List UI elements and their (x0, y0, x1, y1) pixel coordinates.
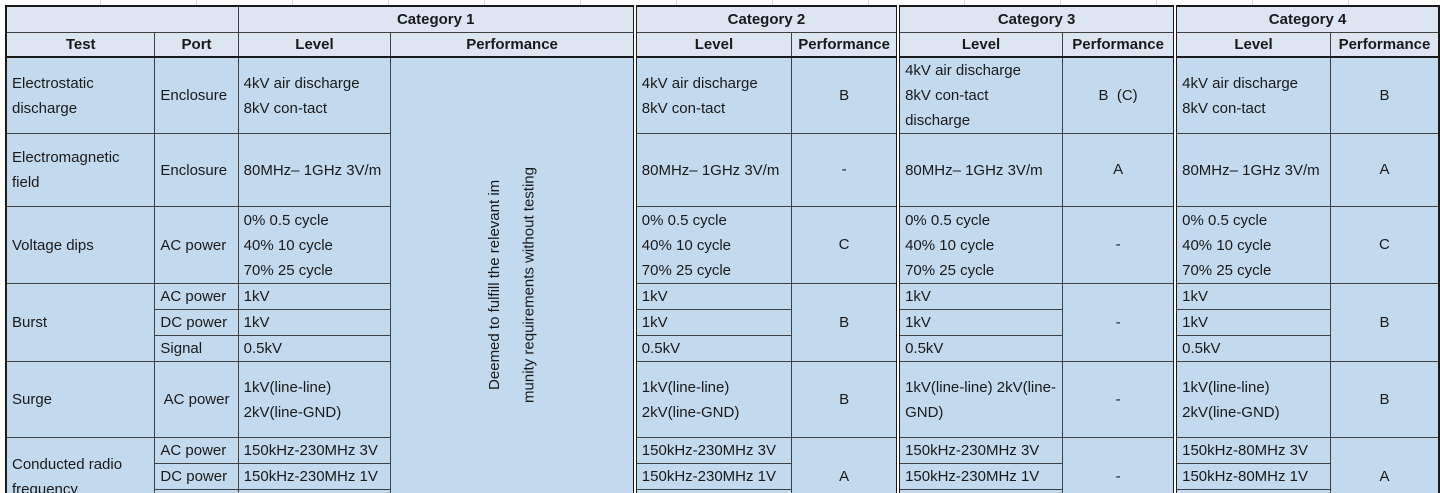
corner-cell (6, 6, 238, 32)
cell-conductedrf-dc-level-cat3: 150kHz-230MHz 1V (898, 464, 1062, 490)
cell-esd-level-cat3: 4kV air discharge 8kV con-tact discharge (898, 57, 1062, 134)
cell-esd-perf-cat4: B (1330, 57, 1439, 134)
cell-conductedrf-dc-level-cat4: 150kHz-80MHz 1V (1175, 464, 1330, 490)
cell-esd-level-cat1: 4kV air discharge 8kV con-tact (238, 57, 391, 134)
cell-conductedrf-ac-level-cat3: 150kHz-230MHz 3V (898, 438, 1062, 464)
cell-conductedrf-perf-cat2: A (792, 438, 898, 493)
cat4-level-header: Level (1175, 32, 1330, 57)
cell-esd-test: Electrostatic discharge (6, 57, 155, 134)
cell-voltagedips-level-cat2: 0% 0.5 cycle 40% 10 cycle 70% 25 cycle (635, 207, 792, 284)
cell-emfield-port: Enclosure (155, 134, 238, 207)
cell-conductedrf-signal-level-cat2: 150kHz-230MHz 1V (635, 490, 792, 493)
cell-burst-dc-port: DC power (155, 310, 238, 336)
cell-surge-level-cat3: 1kV(line-line) 2kV(line-GND) (898, 362, 1062, 438)
cell-emfield-perf-cat3: A (1063, 134, 1176, 207)
cell-conductedrf-dc-level-cat1: 150kHz-230MHz 1V (238, 464, 391, 490)
cell-burst-ac-level-cat2: 1kV (635, 284, 792, 310)
cell-emfield-level-cat4: 80MHz– 1GHz 3V/m (1175, 134, 1330, 207)
cell-emfield-level-cat2: 80MHz– 1GHz 3V/m (635, 134, 792, 207)
cell-conductedrf-dc-level-cat2: 150kHz-230MHz 1V (635, 464, 792, 490)
cell-voltagedips-perf-cat2: C (792, 207, 898, 284)
cell-burst-perf-cat3: - (1063, 284, 1176, 362)
cell-surge-port: AC power (155, 362, 238, 438)
cell-voltagedips-perf-cat3: - (1063, 207, 1176, 284)
cell-surge-level-cat1: 1kV(line-line) 2kV(line-GND) (238, 362, 391, 438)
category-2-header: Category 2 (635, 6, 898, 32)
cell-burst-dc-level-cat3: 1kV (898, 310, 1062, 336)
cell-emfield-level-cat3: 80MHz– 1GHz 3V/m (898, 134, 1062, 207)
cell-voltagedips-level-cat4: 0% 0.5 cycle 40% 10 cycle 70% 25 cycle (1175, 207, 1330, 284)
cell-conductedrf-ac-level-cat1: 150kHz-230MHz 3V (238, 438, 391, 464)
cell-burst-perf-cat2: B (792, 284, 898, 362)
cell-burst-ac-level-cat1: 1kV (238, 284, 391, 310)
cell-surge-level-cat4: 1kV(line-line) 2kV(line-GND) (1175, 362, 1330, 438)
cell-conductedrf-signal-port: Signal (155, 490, 238, 493)
cell-surge-test: Surge (6, 362, 155, 438)
cat4-performance-header: Performance (1330, 32, 1439, 57)
cell-conductedrf-perf-cat3: - (1063, 438, 1176, 493)
cat3-performance-header: Performance (1063, 32, 1176, 57)
cell-burst-dc-level-cat2: 1kV (635, 310, 792, 336)
cell-burst-signal-level-cat3: 0.5kV (898, 336, 1062, 362)
cell-emfield-perf-cat4: A (1330, 134, 1439, 207)
cell-burst-signal-level-cat2: 0.5kV (635, 336, 792, 362)
cell-conductedrf-perf-cat4: A (1330, 438, 1439, 493)
cell-emfield-test: Electromagnetic field (6, 134, 155, 207)
cell-esd-level-cat2: 4kV air discharge 8kV con-tact (635, 57, 792, 134)
cell-voltagedips-level-cat3: 0% 0.5 cycle 40% 10 cycle 70% 25 cycle (898, 207, 1062, 284)
cat2-performance-header: Performance (792, 32, 898, 57)
test-column-header: Test (6, 32, 155, 57)
cell-surge-perf-cat4: B (1330, 362, 1439, 438)
cell-voltagedips-perf-cat4: C (1330, 207, 1439, 284)
category-4-header: Category 4 (1175, 6, 1439, 32)
cell-burst-ac-level-cat4: 1kV (1175, 284, 1330, 310)
cat2-level-header: Level (635, 32, 792, 57)
cell-esd-perf-cat3: B (C) (1063, 57, 1176, 134)
cell-emfield-level-cat1: 80MHz– 1GHz 3V/m (238, 134, 391, 207)
cell-surge-perf-cat3: - (1063, 362, 1176, 438)
cell-burst-test: Burst (6, 284, 155, 362)
cat1-performance-header: Performance (391, 32, 635, 57)
cell-burst-signal-level-cat1: 0.5kV (238, 336, 391, 362)
cat1-level-header: Level (238, 32, 391, 57)
cell-conductedrf-test: Conducted radio frequency (6, 438, 155, 493)
cell-voltagedips-port: AC power (155, 207, 238, 284)
cell-conductedrf-dc-port: DC power (155, 464, 238, 490)
cell-conductedrf-ac-level-cat4: 150kHz-80MHz 3V (1175, 438, 1330, 464)
cat1-performance-note-cell: Deemed to fulfill the relevant im munity… (391, 57, 635, 493)
cell-conductedrf-signal-level-cat3: 150kHz-230MHz 1V (898, 490, 1062, 493)
cell-burst-dc-level-cat4: 1kV (1175, 310, 1330, 336)
cell-conductedrf-ac-port: AC power (155, 438, 238, 464)
cell-burst-ac-port: AC power (155, 284, 238, 310)
cell-voltagedips-level-cat1: 0% 0.5 cycle 40% 10 cycle 70% 25 cycle (238, 207, 391, 284)
emc-immunity-table: Category 1 Category 2 Category 3 Categor… (5, 5, 1440, 493)
cell-burst-perf-cat4: B (1330, 284, 1439, 362)
cell-burst-signal-port: Signal (155, 336, 238, 362)
port-column-header: Port (155, 32, 238, 57)
cell-voltagedips-test: Voltage dips (6, 207, 155, 284)
cat3-level-header: Level (898, 32, 1062, 57)
category-3-header: Category 3 (898, 6, 1175, 32)
cell-conductedrf-signal-level-cat4: 150kHz-80MHz 1V (1175, 490, 1330, 493)
cell-esd-perf-cat2: B (792, 57, 898, 134)
category-1-header: Category 1 (238, 6, 635, 32)
cell-emfield-perf-cat2: - (792, 134, 898, 207)
cat1-performance-note: Deemed to fulfill the relevant im munity… (478, 167, 547, 403)
cell-burst-signal-level-cat4: 0.5kV (1175, 336, 1330, 362)
cell-burst-ac-level-cat3: 1kV (898, 284, 1062, 310)
cell-surge-level-cat2: 1kV(line-line) 2kV(line-GND) (635, 362, 792, 438)
cell-burst-dc-level-cat1: 1kV (238, 310, 391, 336)
cell-esd-port: Enclosure (155, 57, 238, 134)
cell-surge-perf-cat2: B (792, 362, 898, 438)
cell-conductedrf-ac-level-cat2: 150kHz-230MHz 3V (635, 438, 792, 464)
cell-conductedrf-signal-level-cat1: 150kHz-230MHz 1V (238, 490, 391, 493)
cell-esd-level-cat4: 4kV air discharge 8kV con-tact (1175, 57, 1330, 134)
